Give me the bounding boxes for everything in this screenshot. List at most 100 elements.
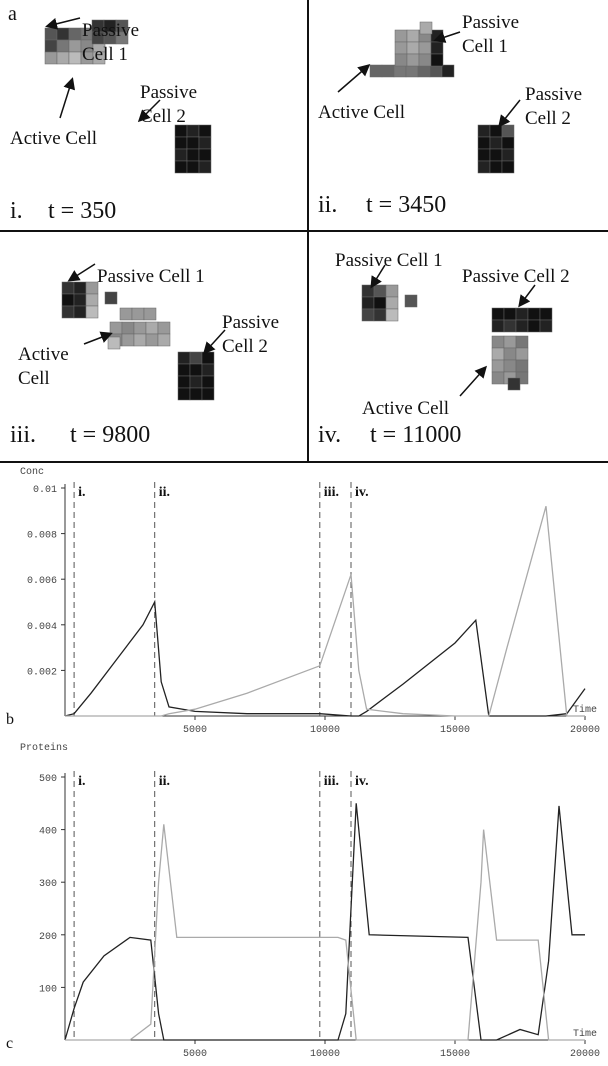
cell-annotation: Active Cell [10,128,97,149]
y-tick-label: 400 [39,827,57,838]
x-tick-label: 15000 [440,1049,470,1060]
cell-pixel [177,363,191,377]
x-tick-label: 20000 [570,1049,600,1060]
panel-index: i. [10,198,23,224]
cell-pixel [394,29,408,43]
cell-pixel [189,351,203,365]
panel-label: c [6,1035,13,1052]
annotation-arrow [370,264,386,289]
cell-pixel [174,160,188,174]
cell-annotation: Passive [525,84,582,105]
cell-pixel [68,51,82,65]
cell-pixel [385,308,399,322]
cell-annotation: Passive Cell 1 [335,250,443,271]
cell-pixel [404,294,418,308]
cell-pixel [186,124,200,138]
cell-pixel [133,333,147,347]
cell-pixel [189,387,203,401]
cell-pixel [503,359,517,373]
time-marker-label: i. [78,774,85,789]
cell-pixel [68,39,82,53]
cell-pixel [361,284,375,298]
y-tick-label: 500 [39,774,57,785]
cell-pixel [73,305,87,319]
cell-pixel [61,281,75,295]
cell-pixel [515,307,529,321]
panel-time: t = 9800 [70,422,150,448]
cell-pixel [501,136,515,150]
cell-pixel [109,321,123,335]
cell-pixel [201,363,215,377]
cell-pixel [515,319,529,333]
series-line [65,506,585,717]
time-marker-label: iv. [355,774,369,789]
annotation-arrow [67,263,96,282]
cell-pixel [157,321,171,335]
cell-pixel [477,160,491,174]
x-tick-label: 5000 [183,1049,207,1060]
cell-pixel [503,335,517,349]
cell-pixel [419,21,433,35]
y-tick-label: 0.002 [27,667,57,678]
cell-pixel [198,148,212,162]
time-marker-label: ii. [159,485,170,500]
cell-annotation: Passive [222,312,279,333]
cell-pixel [489,136,503,150]
cell-pixel [121,321,135,335]
cell-pixel [491,319,505,333]
y-tick-label: 200 [39,932,57,943]
cell-annotation: Active Cell [318,102,405,123]
cell-pixel [527,307,541,321]
cell-pixel [539,319,553,333]
cell-pixel [143,307,157,321]
cell-pixel [115,31,129,45]
cell-pixel [515,335,529,349]
cell-pixel [501,124,515,138]
cell-annotation: Passive [462,12,519,33]
cell-pixel [527,319,541,333]
cell-pixel [186,160,200,174]
cell-annotation: Cell 2 [140,106,186,127]
cell-pixel [121,333,135,347]
cell-pixel [174,136,188,150]
y-tick-label: 0.008 [27,531,57,542]
cell-annotation: Passive Cell 2 [462,266,570,287]
cell-pixel [131,307,145,321]
cell-pixel [405,64,419,78]
panel-index: ii. [318,192,337,218]
panel-label: b [6,711,14,728]
cell-pixel [145,333,159,347]
time-marker-label: ii. [159,774,170,789]
annotation-arrow [45,17,81,30]
cell-pixel [539,307,553,321]
annotation-arrow [202,329,226,355]
cell-annotation: Passive Cell 1 [97,266,205,287]
cell-pixel [430,53,444,67]
cell-pixel [201,387,215,401]
cell-pixel [430,41,444,55]
series-line [65,824,585,1041]
cell-pixel [145,321,159,335]
cell-pixel [198,160,212,174]
cell-pixel [489,160,503,174]
cell-pixel [189,363,203,377]
cell-pixel [373,308,387,322]
cell-pixel [385,284,399,298]
cell-pixel [61,305,75,319]
cell-pixel [441,64,455,78]
cell-pixel [491,371,505,385]
cell-pixel [177,375,191,389]
cell-pixel [489,148,503,162]
cell-pixel [186,136,200,150]
cell-pixel [503,347,517,361]
cell-pixel [406,29,420,43]
cell-pixel [177,387,191,401]
y-tick-label: 0.004 [27,622,57,633]
cell-pixel [491,347,505,361]
cell-pixel [201,375,215,389]
cell-annotation: Passive [140,82,197,103]
cell-pixel [418,41,432,55]
panel-index: iii. [10,422,36,448]
series-line [64,803,585,1041]
